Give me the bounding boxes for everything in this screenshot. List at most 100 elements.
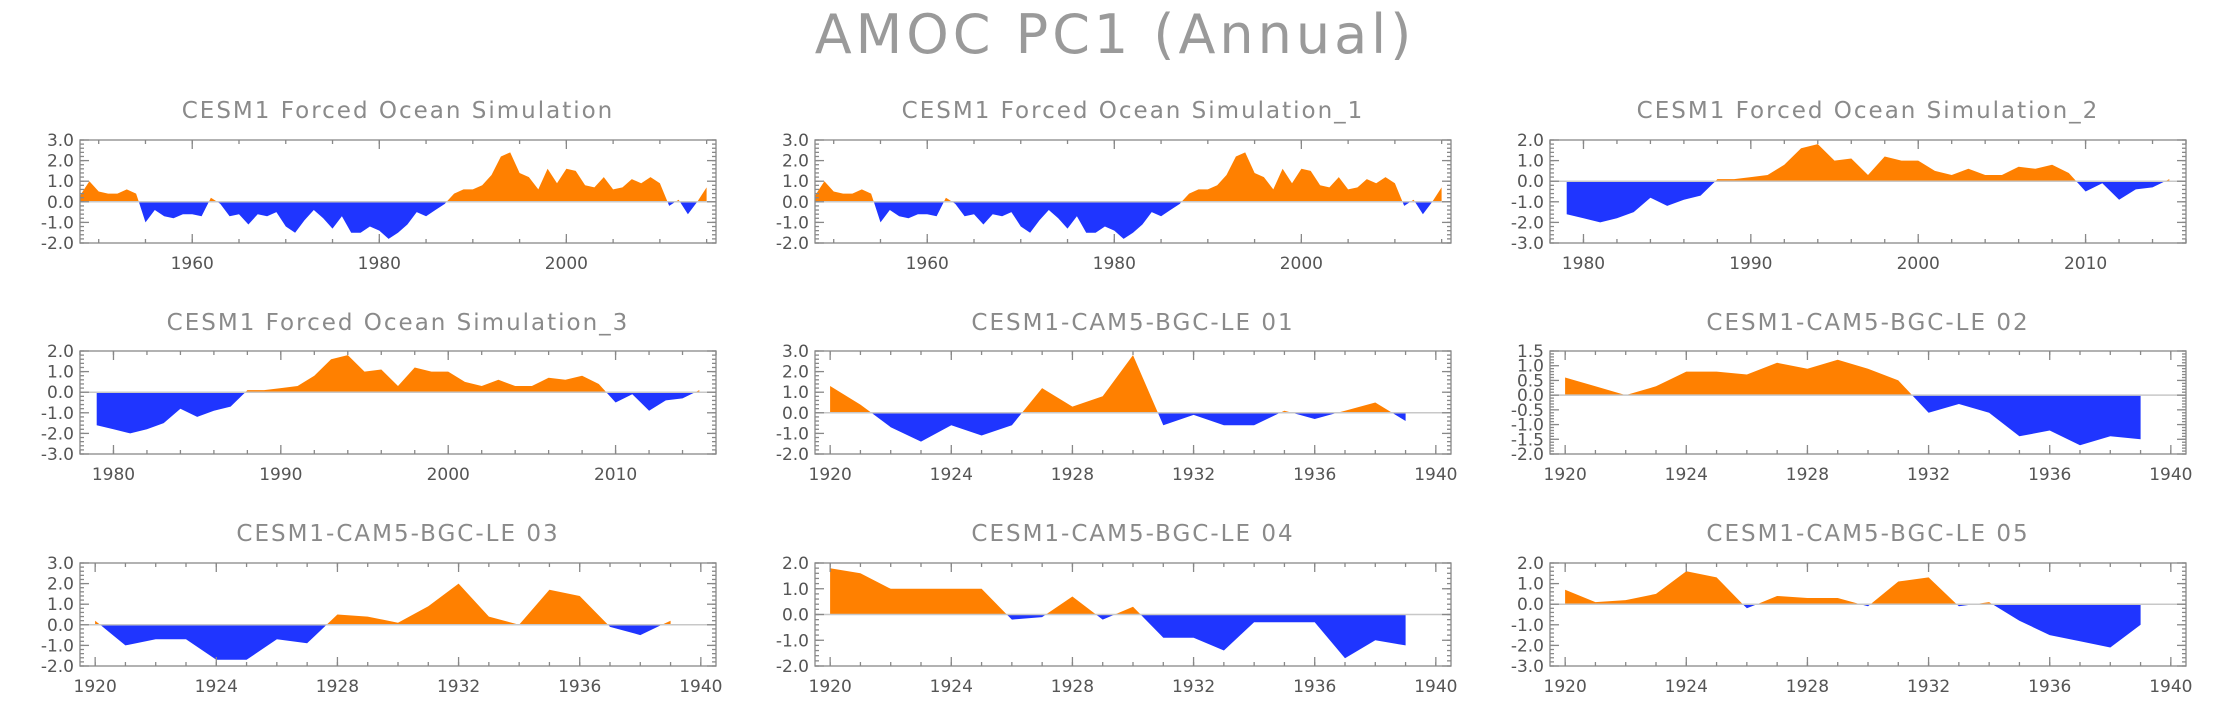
y-tick-label: 2.0 bbox=[1517, 554, 1544, 574]
plot-frame bbox=[814, 139, 1452, 244]
y-tick-label: -1.0 bbox=[1511, 616, 1544, 636]
x-tick-label: 1920 bbox=[1544, 465, 1587, 485]
y-tick-label: -0.5 bbox=[1511, 401, 1544, 421]
x-tick-label: 1936 bbox=[2028, 677, 2071, 697]
y-tick-label: -1.0 bbox=[1511, 416, 1544, 436]
x-tick-label: 2000 bbox=[1280, 254, 1323, 274]
y-tick-label: -1.0 bbox=[41, 636, 74, 656]
y-tick-label: 1.0 bbox=[1517, 152, 1544, 172]
x-tick-label: 1980 bbox=[358, 254, 401, 274]
x-tick-label: 1924 bbox=[930, 465, 973, 485]
x-tick-label: 2000 bbox=[1897, 254, 1940, 274]
negative-area bbox=[815, 201, 1442, 239]
x-tick-label: 1980 bbox=[92, 465, 135, 485]
y-tick-label: -3.0 bbox=[1511, 657, 1544, 677]
y-tick-label: 0.0 bbox=[782, 404, 809, 424]
y-tick-label: 2.0 bbox=[47, 575, 74, 595]
chart-panel-8: CESM1-CAM5-BGC-LE 042.01.00.0-1.0-2.0192… bbox=[776, 521, 1458, 697]
y-tick-label: 0.0 bbox=[782, 606, 809, 626]
panel-title: CESM1-CAM5-BGC-LE 01 bbox=[971, 310, 1294, 336]
y-tick-label: 1.5 bbox=[1517, 342, 1544, 362]
y-tick-label: -1.0 bbox=[776, 631, 809, 651]
x-tick-label: 2000 bbox=[545, 254, 588, 274]
y-tick-label: 1.0 bbox=[782, 580, 809, 600]
negative-area bbox=[80, 201, 707, 239]
y-tick-label: 1.0 bbox=[47, 363, 74, 383]
y-tick-label: 1.0 bbox=[1517, 357, 1544, 377]
chart-panel-1: CESM1 Forced Ocean Simulation 3.02.01.00.… bbox=[41, 98, 717, 274]
x-tick-label: 1928 bbox=[1051, 465, 1094, 485]
y-tick-label: 0.0 bbox=[1517, 386, 1544, 406]
x-tick-label: 1928 bbox=[1786, 677, 1829, 697]
positive-area bbox=[830, 355, 1406, 413]
negative-area bbox=[1565, 395, 2141, 446]
y-tick-label: -2.0 bbox=[1511, 636, 1544, 656]
positive-area bbox=[1565, 359, 2141, 396]
x-tick-label: 1924 bbox=[195, 677, 238, 697]
x-tick-label: 1920 bbox=[1544, 677, 1587, 697]
y-tick-label: 1.0 bbox=[782, 172, 809, 192]
x-tick-label: 1932 bbox=[1172, 465, 1215, 485]
y-tick-label: 3.0 bbox=[782, 342, 809, 362]
y-tick-label: 0.0 bbox=[1517, 172, 1544, 192]
panel-title: CESM1 Forced Ocean Simulation_2 bbox=[1637, 98, 2100, 124]
y-tick-label: -2.0 bbox=[776, 234, 809, 254]
y-tick-label: -2.0 bbox=[776, 445, 809, 465]
panel-title: CESM1-CAM5-BGC-LE 05 bbox=[1706, 521, 2029, 547]
chart-panel-9: CESM1-CAM5-BGC-LE 05 2.01.00.0-1.0-2.0-3.… bbox=[1511, 521, 2193, 697]
x-tick-label: 1990 bbox=[1729, 254, 1772, 274]
x-tick-label: 1940 bbox=[2149, 677, 2192, 697]
negative-area bbox=[830, 614, 1406, 659]
x-tick-label: 1928 bbox=[1051, 677, 1094, 697]
x-tick-label: 1920 bbox=[809, 465, 852, 485]
x-tick-label: 1932 bbox=[1907, 677, 1950, 697]
panel-title: CESM1-CAM5-BGC-LE 04 bbox=[971, 521, 1294, 547]
positive-area bbox=[815, 152, 1442, 202]
y-tick-label: 0.0 bbox=[47, 193, 74, 213]
y-tick-label: 2.0 bbox=[47, 342, 74, 362]
y-tick-label: 0.5 bbox=[1517, 371, 1544, 391]
x-tick-label: 1940 bbox=[2149, 465, 2192, 485]
y-tick-label: -2.0 bbox=[776, 657, 809, 677]
y-tick-label: 3.0 bbox=[47, 554, 74, 574]
y-tick-label: 2.0 bbox=[782, 363, 809, 383]
plot-frame bbox=[79, 350, 717, 455]
negative-area bbox=[1565, 604, 2141, 648]
plot-frame bbox=[79, 139, 717, 244]
y-tick-label: 2.0 bbox=[1517, 131, 1544, 151]
y-tick-label: -2.0 bbox=[1511, 445, 1544, 465]
x-tick-label: 1940 bbox=[679, 677, 722, 697]
negative-area bbox=[1566, 181, 2170, 223]
y-tick-label: 1.0 bbox=[47, 172, 74, 192]
x-tick-label: 2010 bbox=[594, 465, 637, 485]
y-tick-label: -3.0 bbox=[41, 445, 74, 465]
y-tick-label: -1.0 bbox=[41, 213, 74, 233]
panel-title: CESM1-CAM5-BGC-LE 03 bbox=[236, 521, 559, 547]
y-tick-label: 0.0 bbox=[47, 616, 74, 636]
y-tick-label: 2.0 bbox=[782, 554, 809, 574]
chart-panel-2: CESM1 Forced Ocean Simulation_1 3.02.01.0… bbox=[776, 98, 1452, 274]
y-tick-label: -1.5 bbox=[1511, 430, 1544, 450]
x-tick-label: 1936 bbox=[1293, 465, 1336, 485]
x-tick-label: 1960 bbox=[171, 254, 214, 274]
positive-area bbox=[1565, 571, 2141, 605]
y-tick-label: 1.0 bbox=[1517, 575, 1544, 595]
positive-area bbox=[96, 355, 700, 393]
x-tick-label: 1924 bbox=[930, 677, 973, 697]
y-tick-label: 1.0 bbox=[782, 383, 809, 403]
chart-panel-5: CESM1-CAM5-BGC-LE 01 3.02.01.00.0-1.0-2.0… bbox=[776, 310, 1458, 485]
negative-area bbox=[830, 412, 1406, 442]
x-tick-label: 1920 bbox=[74, 677, 117, 697]
panel-title: CESM1 Forced Ocean Simulation_1 bbox=[902, 98, 1365, 124]
x-tick-label: 1932 bbox=[1907, 465, 1950, 485]
x-tick-label: 1924 bbox=[1665, 465, 1708, 485]
y-tick-label: -2.0 bbox=[41, 424, 74, 444]
y-tick-label: -2.0 bbox=[41, 657, 74, 677]
positive-area bbox=[80, 152, 707, 202]
chart-panel-4: CESM1 Forced Ocean Simulation_3 2.01.00.0… bbox=[41, 310, 717, 485]
x-tick-label: 1960 bbox=[906, 254, 949, 274]
x-tick-label: 1920 bbox=[809, 677, 852, 697]
page-title: AMOC PC1 (Annual) bbox=[814, 3, 1416, 66]
x-tick-label: 2000 bbox=[427, 465, 470, 485]
positive-area bbox=[1566, 144, 2170, 182]
